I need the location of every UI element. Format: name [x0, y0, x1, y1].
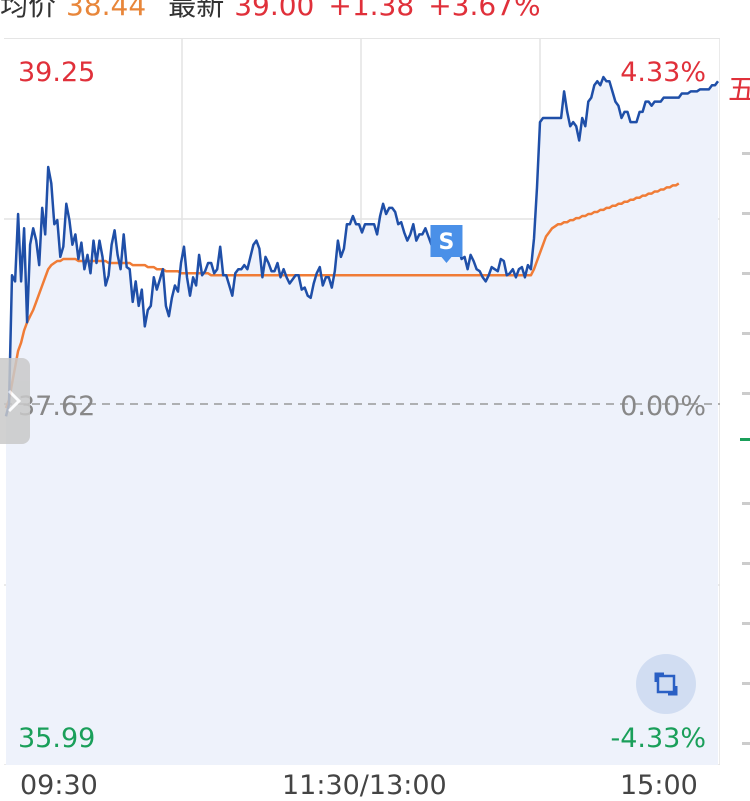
- y-label-low: 35.99: [18, 723, 96, 754]
- signal-marker-badge: [430, 225, 463, 263]
- strip-dash: [742, 742, 750, 753]
- y-label-prev-close: 37.62: [18, 391, 96, 422]
- strip-dash: [742, 152, 750, 163]
- signal-marker-label: S: [439, 230, 455, 255]
- collapse-handle[interactable]: [0, 358, 30, 444]
- x-tick-open: 09:30: [20, 770, 98, 801]
- intraday-chart-svg: S: [4, 39, 720, 765]
- fullscreen-button[interactable]: [636, 654, 696, 714]
- avg-price-label: 均价: [0, 0, 57, 22]
- quote-header: 均价 38.44 最新 39.00 +1.38 +3.67%: [0, 0, 555, 34]
- strip-green-mark: [740, 438, 750, 441]
- price-line: [4, 75, 720, 417]
- expand-icon: [654, 672, 678, 696]
- price-change: +1.38: [328, 0, 415, 22]
- x-tick-midday: 11:30/13:00: [282, 770, 447, 801]
- order-book-strip: 五: [726, 40, 750, 800]
- price-change-pct: +3.67%: [428, 0, 541, 22]
- time-axis: 09:30 11:30/13:00 15:00: [0, 770, 726, 801]
- intraday-chart[interactable]: S 39.25 37.62 35.99 4.33% 0.00% -4.33%: [4, 38, 720, 765]
- strip-dash: [742, 622, 750, 633]
- strip-dash: [742, 212, 750, 223]
- avg-price-value: 38.44: [66, 0, 147, 22]
- strip-dash: [742, 682, 750, 693]
- strip-dash: [742, 332, 750, 343]
- latest-price-value: 39.00: [234, 0, 315, 22]
- strip-dash: [742, 562, 750, 573]
- side-tag: 五: [728, 73, 750, 106]
- latest-price-label: 最新: [168, 0, 225, 22]
- y-label-high: 39.25: [18, 57, 96, 88]
- strip-dash: [742, 272, 750, 283]
- chevron-right-icon: [7, 389, 22, 413]
- price-area: [6, 77, 718, 765]
- pct-label-zero: 0.00%: [620, 391, 706, 422]
- strip-dash: [742, 392, 750, 403]
- pct-label-low: -4.33%: [610, 723, 706, 754]
- pct-label-high: 4.33%: [620, 57, 706, 88]
- x-tick-close: 15:00: [620, 770, 698, 801]
- strip-dash: [742, 502, 750, 513]
